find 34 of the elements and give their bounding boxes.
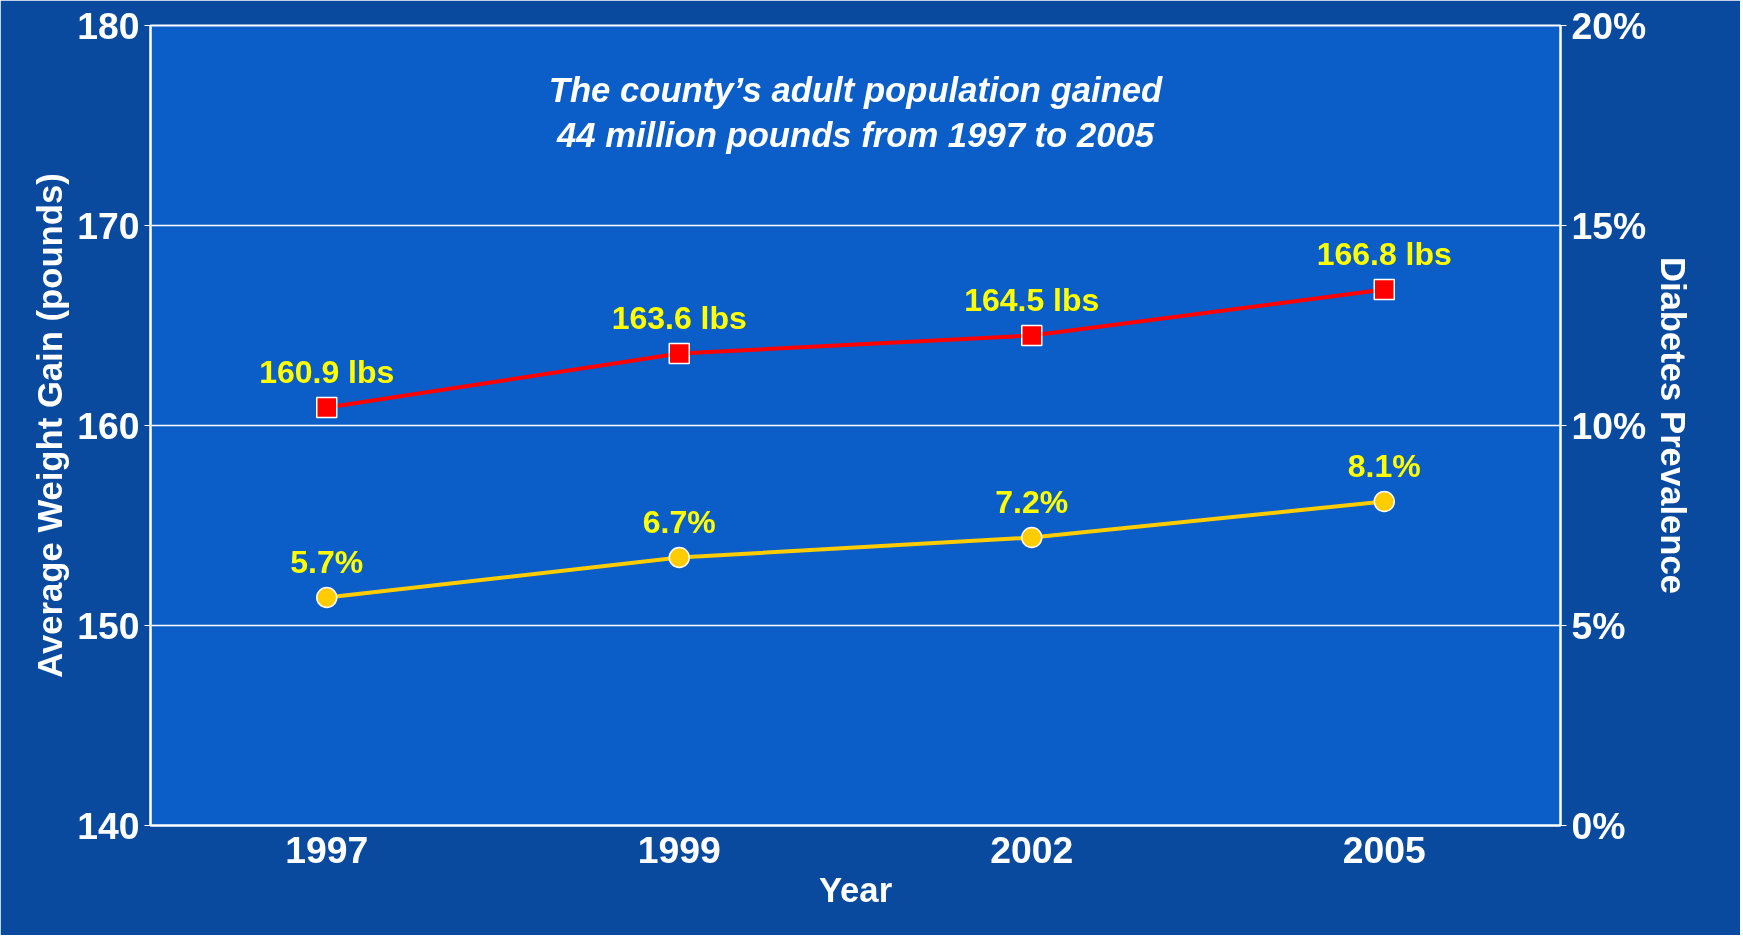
x-tick-label: 2005 <box>1342 828 1426 871</box>
data-label: 164.5 lbs <box>964 281 1100 318</box>
data-label: 5.7% <box>290 543 364 580</box>
point <box>1021 526 1043 549</box>
data-label: 160.9 lbs <box>259 353 395 390</box>
point <box>1373 490 1395 513</box>
point <box>316 396 338 419</box>
y2-tick-label: 5% <box>1571 604 1626 647</box>
y-tick-label: 180 <box>77 4 140 47</box>
data-label: 166.8 lbs <box>1316 235 1452 272</box>
data-label: 8.1% <box>1347 447 1421 484</box>
y-axis-title: Average Weight Gain (pounds) <box>31 173 70 678</box>
point <box>1021 324 1043 347</box>
y2-tick-label: 10% <box>1571 404 1647 447</box>
point <box>668 342 690 365</box>
y2-tick-label: 0% <box>1571 804 1626 847</box>
x-tick-label: 1999 <box>637 828 721 871</box>
y2-axis-title: Diabetes Prevalence <box>1654 256 1693 595</box>
point <box>668 546 690 569</box>
y2-tick-label: 20% <box>1571 4 1647 47</box>
x-tick-label: 1997 <box>285 828 369 871</box>
data-label: 6.7% <box>642 503 716 540</box>
x-tick-label: 2002 <box>990 828 1074 871</box>
annotation: The county’s adult population gained 44 million pounds from 1997 to 2005 <box>548 70 1164 155</box>
data-label: 7.2% <box>995 483 1069 520</box>
y-tick-label: 170 <box>77 204 140 247</box>
y-tick-label: 150 <box>77 604 140 647</box>
point <box>1373 278 1395 301</box>
point <box>316 586 338 609</box>
y-tick-label: 160 <box>77 404 140 447</box>
y2-tick-label: 15% <box>1571 204 1647 247</box>
data-label: 163.6 lbs <box>611 299 747 336</box>
y-tick-label: 140 <box>77 804 140 847</box>
x-axis-title: Year <box>818 870 893 909</box>
